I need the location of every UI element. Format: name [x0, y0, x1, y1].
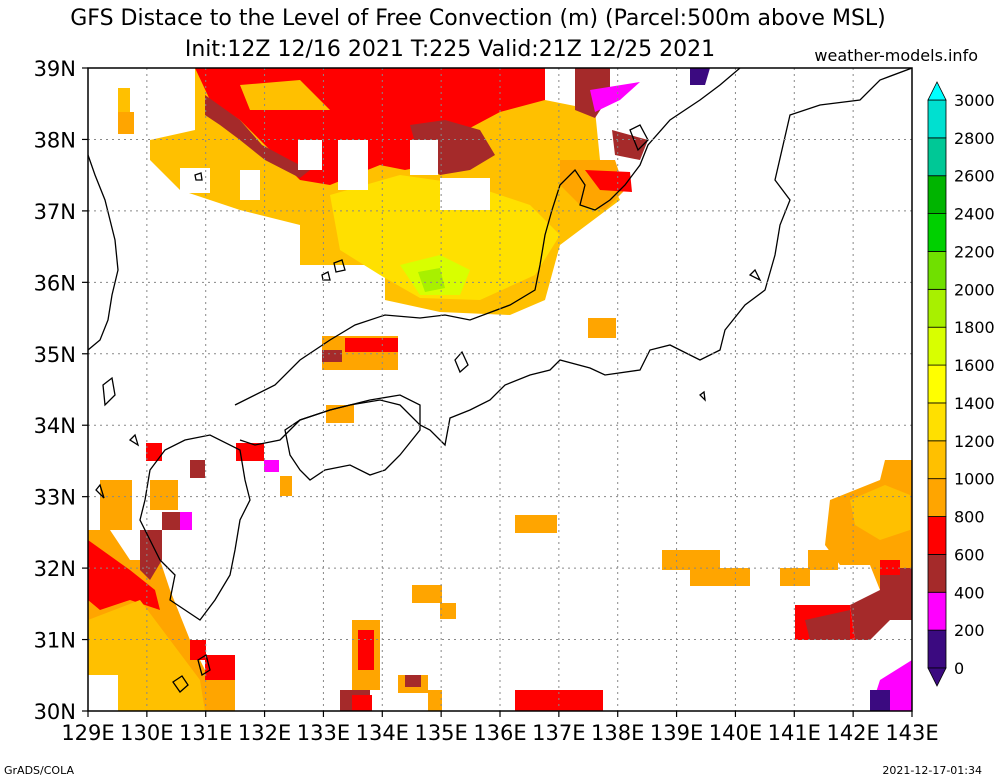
lat-tick-label: 33N — [34, 486, 76, 510]
colorbar-label: 1200 — [954, 432, 995, 451]
lon-tick-label: 135E — [414, 721, 467, 745]
colorbar-label: 1000 — [954, 470, 995, 489]
colorbar-segment — [927, 629, 947, 669]
colorbar-segment — [927, 251, 947, 290]
lon-tick-label: 140E — [709, 721, 762, 745]
lon-tick-label: 131E — [179, 721, 232, 745]
lat-tick-label: 35N — [34, 343, 76, 367]
lat-tick-label: 38N — [34, 128, 76, 152]
colorbar-label: 1400 — [954, 394, 995, 413]
colorbar-segment — [927, 213, 947, 252]
colorbar-label: 0 — [954, 659, 964, 678]
colorbar-label: 2600 — [954, 167, 995, 186]
colorbar-segment — [927, 554, 947, 593]
lon-tick-label: 134E — [356, 721, 409, 745]
colorbar-label: 1800 — [954, 318, 995, 337]
graticule — [88, 68, 912, 711]
lat-tick-label: 36N — [34, 271, 76, 295]
lon-tick-label: 138E — [591, 721, 644, 745]
colorbar-segment — [927, 440, 947, 480]
lon-tick-label: 133E — [297, 721, 350, 745]
colorbar-segment — [927, 478, 947, 517]
software-credit: GrADS/COLA — [4, 764, 74, 777]
generation-timestamp: 2021-12-17-01:34 — [882, 764, 982, 777]
colorbar-segment — [927, 364, 947, 404]
coastline-outlines — [88, 68, 912, 693]
lfc-distance-field — [88, 68, 912, 711]
colorbar-label: 2400 — [954, 205, 995, 224]
colorbar-label: 2000 — [954, 280, 995, 299]
lat-tick-label: 30N — [34, 700, 76, 724]
lon-tick-label: 141E — [768, 721, 821, 745]
lon-tick-label: 137E — [532, 721, 585, 745]
lon-tick-label: 139E — [650, 721, 703, 745]
colorbar-label: 200 — [954, 621, 985, 640]
chart-subtitle: Init:12Z 12/16 2021 T:225 Valid:21Z 12/2… — [184, 37, 716, 62]
site-label: weather-models.info — [814, 46, 978, 65]
lat-tick-label: 39N — [34, 57, 76, 81]
longitude-axis: 129E 130E 131E 132E 133E 134E 135E 136E 137E 138E… — [61, 711, 939, 745]
color-scale-legend: 0 200 400 600 800 1000 1200 1400 1600 1800 2000 220… — [927, 81, 995, 687]
colorbar-segment — [927, 288, 947, 328]
colorbar-min-arrow — [927, 667, 947, 687]
colorbar-label: 600 — [954, 545, 985, 564]
lon-tick-label: 142E — [826, 721, 879, 745]
colorbar-label: 2800 — [954, 129, 995, 148]
colorbar-label: 800 — [954, 508, 985, 527]
lon-tick-label: 130E — [120, 721, 173, 745]
colorbar-segment — [927, 402, 947, 442]
lon-tick-label: 129E — [61, 721, 114, 745]
colorbar-segment — [927, 99, 947, 139]
chart-title: GFS Distace to the Level of Free Convect… — [70, 6, 886, 31]
lat-tick-label: 32N — [34, 557, 76, 581]
lat-tick-label: 34N — [34, 414, 76, 438]
lon-tick-label: 136E — [473, 721, 526, 745]
lon-tick-label: 143E — [885, 721, 938, 745]
colorbar-segment — [927, 516, 947, 555]
colorbar-segment — [927, 326, 947, 366]
lon-tick-label: 132E — [238, 721, 291, 745]
colorbar-label: 400 — [954, 583, 985, 602]
colorbar-segment — [927, 137, 947, 177]
latitude-axis: 30N 31N 32N 33N 34N 35N 36N 37N 38N 39N — [34, 57, 88, 724]
colorbar-label: 1600 — [954, 356, 995, 375]
lat-tick-label: 31N — [34, 629, 76, 653]
colorbar-segment — [927, 591, 947, 631]
lat-tick-label: 37N — [34, 200, 76, 224]
colorbar-label: 2200 — [954, 242, 995, 261]
colorbar-segment — [927, 175, 947, 215]
colorbar-label: 3000 — [954, 91, 995, 110]
colorbar-max-arrow — [927, 81, 947, 101]
